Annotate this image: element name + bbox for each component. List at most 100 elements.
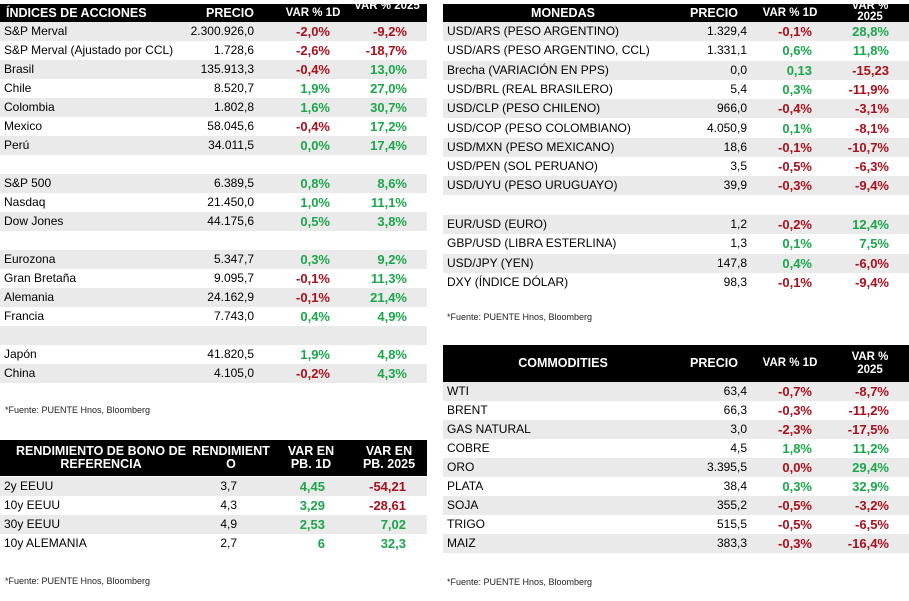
row-var-1d: -2,6% [296, 43, 330, 58]
row-label: 10y EEUU [4, 498, 61, 512]
bonos-yield-header: RENDIMIENTO [192, 444, 270, 471]
row-label: USD/BRL (REAL BRASILERO) [447, 81, 613, 96]
row-var-ytd: 11,2% [852, 441, 889, 456]
row-var-1d: -0,2% [778, 217, 812, 232]
monedas-row: GBP/USD (LIBRA ESTERLINA) 1,3 0,1% 7,5% [443, 234, 909, 253]
monedas-row: Brecha (VARIACIÓN EN PPS) 0,0 0,13 -15,23 [443, 60, 909, 80]
row-value: 147,8 [716, 255, 747, 270]
row-label: Dow Jones [4, 214, 64, 228]
row-var-ytd: -6,0% [855, 255, 889, 271]
indices-row: Brasil 135.913,3 -0,4% 13,0% [0, 60, 427, 79]
row-var-ytd: -17,5% [847, 422, 889, 437]
row-var-1d: -0,3% [778, 536, 812, 551]
row-value: 1,2 [730, 217, 747, 231]
row-value: 38,4 [723, 479, 747, 493]
monedas-row: USD/UYU (PESO URUGUAYO) 39,9 -0,3% -9,4% [443, 176, 909, 196]
monedas-ytd-header: VAR % 2025 [851, 0, 889, 23]
row-value: 44.175,6 [207, 214, 254, 228]
row-value: 2.300.926,0 [190, 24, 254, 38]
row-value: 66,3 [723, 403, 747, 417]
row-label: S&P 500 [4, 176, 52, 190]
row-value: 3,5 [730, 159, 747, 174]
row-var-1d: 4,45 [299, 479, 325, 494]
row-var-ytd: -11,9% [848, 81, 889, 97]
commodities-row: GAS NATURAL 3,0 -2,3% -17,5% [443, 420, 909, 439]
row-label: 30y EEUU [4, 517, 61, 531]
row-label: Perú [4, 138, 30, 152]
row-value: 1.728,6 [213, 43, 254, 57]
indices-header: ÍNDICES DE ACCIONES PRECIO VAR % 1D VAR … [0, 0, 427, 22]
commodities-row: WTI 63,4 -0,7% -8,7% [443, 382, 909, 401]
indices-title: ÍNDICES DE ACCIONES [6, 6, 147, 20]
row-var-ytd: 4,9% [377, 309, 407, 324]
commodities-row: SOJA 355,2 -0,5% -3,2% [443, 496, 909, 515]
commodities-source-note: *Fuente: PUENTE Hnos, Bloomberg [447, 577, 593, 587]
row-label: SOJA [447, 498, 479, 512]
bonos-ytd-header: VAR EN PB. 2025 [362, 444, 416, 471]
row-value: 41.820,5 [207, 347, 254, 361]
bonos-d1-header: VAR EN PB. 1D [287, 444, 335, 471]
commodities-row: PLATA 38,4 0,3% 32,9% [443, 477, 909, 496]
row-var-1d: 1,9% [300, 81, 330, 96]
row-var-ytd: 4,3% [377, 366, 407, 381]
row-var-ytd: 12,4% [852, 217, 889, 232]
indices-row: China 4.105,0 -0,2% 4,3% [0, 364, 427, 383]
monedas-row: USD/COP (PESO COLOMBIANO) 4.050,9 0,1% -8,1… [443, 119, 909, 138]
row-var-1d: -0,1% [778, 24, 812, 39]
row-value: 135.913,3 [200, 62, 254, 76]
row-var-ytd: 29,4% [852, 460, 889, 475]
indices-source-note: *Fuente: PUENTE Hnos, Bloomberg [5, 405, 151, 415]
row-label: S&P Merval [4, 24, 68, 38]
row-label: USD/PEN (SOL PERUANO) [447, 159, 598, 174]
row-value: 24.162,9 [207, 290, 254, 304]
row-var-ytd: -3,1% [855, 101, 889, 117]
row-value: 7.743,0 [213, 309, 254, 323]
row-value: 5.347,7 [213, 252, 254, 266]
row-value: 3,0 [730, 422, 747, 436]
row-value: 1,3 [730, 236, 747, 251]
row-label: USD/CLP (PESO CHILENO) [447, 101, 601, 116]
monedas-row: USD/CLP (PESO CHILENO) 966,0 -0,4% -3,1% [443, 99, 909, 119]
row-var-1d: -0,7% [778, 384, 812, 399]
indices-row: S&P Merval 2.300.926,0 -2,0% -9,2% [0, 22, 427, 41]
indices-row: Colombia 1.802,8 1,6% 30,7% [0, 98, 427, 117]
row-var-ytd: -8,1% [855, 120, 889, 136]
indices-row: Alemania 24.162,9 -0,1% 21,4% [0, 288, 427, 307]
monedas-row: EUR/USD (EURO) 1,2 -0,2% 12,4% [443, 215, 909, 234]
row-var-ytd: 11,8% [852, 43, 889, 59]
row-value: 34.011,5 [208, 138, 254, 152]
row-value: 515,5 [716, 517, 747, 531]
commodities-d1-header: VAR % 1D [762, 357, 818, 369]
row-value: 1.329,4 [706, 24, 747, 38]
row-label: MAIZ [447, 536, 476, 550]
row-var-ytd: 30,7% [370, 100, 407, 115]
row-var-1d: 1,9% [300, 347, 330, 362]
row-value: 4,9 [220, 517, 237, 531]
row-label: Mexico [4, 119, 43, 133]
row-value: 63,4 [723, 384, 747, 398]
row-var-ytd: -15,23 [852, 62, 889, 78]
monedas-row [443, 196, 909, 215]
row-var-1d: 1,0% [300, 195, 330, 210]
indices-row: S&P Merval (Ajustado por CCL) 1.728,6 -2,6… [0, 41, 427, 60]
monedas-row: USD/BRL (REAL BRASILERO) 5,4 0,3% -11,9% [443, 80, 909, 99]
monedas-d1-header: VAR % 1D [762, 7, 818, 19]
row-label: USD/ARS (PESO ARGENTINO) [447, 24, 620, 38]
row-value: 21.450,0 [207, 195, 254, 209]
row-label: China [4, 366, 36, 380]
row-var-1d: -0,4% [296, 62, 330, 77]
commodities-price-header: PRECIO [690, 356, 738, 370]
monedas-header: MONEDAS PRECIO VAR % 1D VAR % 2025 [443, 0, 909, 23]
row-var-ytd: -8,7% [855, 384, 889, 399]
row-var-ytd: 21,4% [370, 290, 407, 305]
indices-row: Mexico 58.045,6 -0,4% 17,2% [0, 117, 427, 136]
row-label: USD/ARS (PESO ARGENTINO, CCL) [447, 43, 650, 58]
row-label: Japón [4, 347, 37, 361]
row-value: 966,0 [716, 101, 747, 116]
bonos-row: 10y EEUU 4,3 3,29 -28,61 [0, 496, 427, 515]
indices-row [0, 326, 427, 345]
row-value: 39,9 [723, 178, 747, 193]
row-label: ORO [447, 460, 475, 474]
row-var-1d: -0,3% [778, 178, 812, 194]
row-var-1d: -0,3% [778, 403, 812, 418]
